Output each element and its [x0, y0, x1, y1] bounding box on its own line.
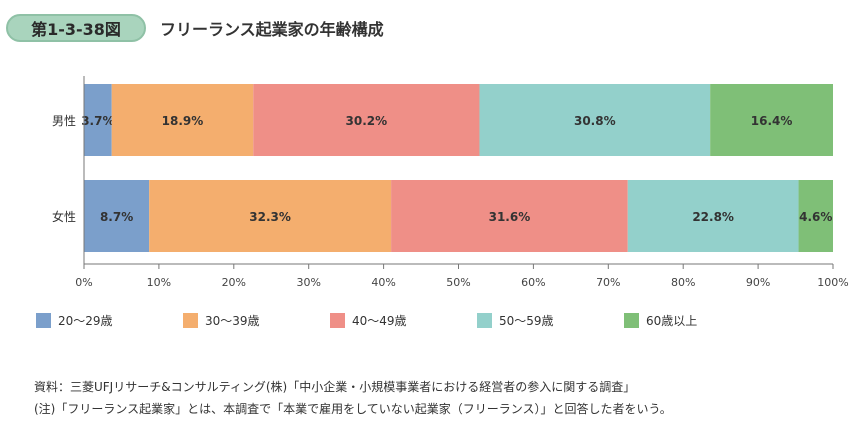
bar-segment [253, 84, 480, 156]
legend-swatch [36, 313, 51, 328]
bar-segment [627, 180, 799, 252]
x-tick-label: 90% [746, 276, 770, 289]
legend-label: 50～59歳 [499, 314, 554, 328]
chart-header: 第1-3-38図 フリーランス起業家の年齢構成 [6, 12, 384, 44]
data-label: 4.6% [799, 210, 832, 224]
data-label: 16.4% [751, 114, 793, 128]
bar-segment [84, 84, 112, 156]
x-tick-label: 50% [446, 276, 470, 289]
x-tick-label: 40% [371, 276, 395, 289]
x-tick-label: 70% [596, 276, 620, 289]
definition-note: (注)「フリーランス起業家」とは、本調査で「本業で雇用をしていない起業家（フリー… [34, 402, 672, 416]
category-label: 男性 [52, 114, 76, 128]
bar-segment [84, 180, 150, 252]
legend-label: 40～49歳 [352, 314, 407, 328]
footnotes: 資料：三菱UFJリサーチ&コンサルティング(株)「中小企業・小規模事業者における… [34, 376, 672, 420]
data-label: 3.7% [81, 114, 114, 128]
category-label: 女性 [52, 209, 76, 224]
x-tick-label: 80% [671, 276, 695, 289]
x-tick-label: 30% [296, 276, 320, 289]
data-label: 30.2% [346, 114, 388, 128]
legend-swatch [330, 313, 345, 328]
legend-label: 30～39歳 [205, 314, 260, 328]
source-note: 資料：三菱UFJリサーチ&コンサルティング(株)「中小企業・小規模事業者における… [34, 380, 636, 394]
data-label: 31.6% [489, 210, 531, 224]
x-tick-label: 10% [147, 276, 171, 289]
bar-segment [111, 84, 254, 156]
chart-title: フリーランス起業家の年齢構成 [160, 20, 384, 39]
figure-number-badge: 第1-3-38図 [6, 14, 146, 42]
data-label: 18.9% [162, 114, 204, 128]
data-label: 32.3% [249, 210, 291, 224]
bar-segment [479, 84, 711, 156]
data-label: 8.7% [100, 210, 133, 224]
bar-segment [798, 180, 833, 252]
legend-label: 20～29歳 [58, 314, 113, 328]
bar-segment [710, 84, 833, 156]
legend-swatch [624, 313, 639, 328]
legend-swatch [477, 313, 492, 328]
legend-label: 60歳以上 [646, 314, 697, 328]
data-label: 22.8% [692, 210, 734, 224]
x-tick-label: 0% [75, 276, 92, 289]
bar-segment [149, 180, 392, 252]
bar-segment [391, 180, 628, 252]
legend-swatch [183, 313, 198, 328]
x-tick-label: 100% [817, 276, 848, 289]
data-label: 30.8% [574, 114, 616, 128]
x-tick-label: 60% [521, 276, 545, 289]
x-tick-label: 20% [222, 276, 246, 289]
